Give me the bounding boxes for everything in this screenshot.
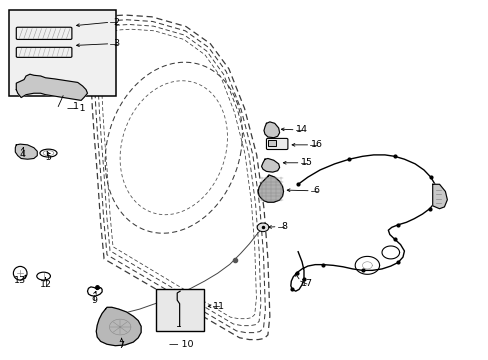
Text: 6: 6	[313, 186, 319, 195]
Text: — 1: — 1	[67, 104, 85, 113]
Text: 12: 12	[40, 280, 51, 289]
Bar	[267, 140, 275, 146]
Text: 17: 17	[300, 279, 312, 288]
Text: 11: 11	[213, 302, 224, 311]
Polygon shape	[432, 184, 447, 209]
Polygon shape	[15, 144, 37, 159]
Polygon shape	[261, 158, 279, 172]
Text: 8: 8	[281, 222, 287, 231]
Polygon shape	[96, 307, 141, 346]
Circle shape	[257, 223, 268, 231]
Bar	[156, 289, 203, 330]
Text: 5: 5	[45, 153, 51, 162]
Text: 9: 9	[91, 296, 97, 305]
Text: 15: 15	[300, 158, 312, 167]
Polygon shape	[16, 74, 87, 100]
Text: — 10: — 10	[168, 341, 193, 350]
Text: 7: 7	[119, 341, 124, 350]
Text: 16: 16	[310, 140, 322, 149]
Text: 4: 4	[20, 150, 25, 159]
Text: 2: 2	[114, 18, 120, 27]
Text: 3: 3	[113, 39, 120, 48]
FancyBboxPatch shape	[266, 138, 287, 149]
Polygon shape	[264, 122, 279, 138]
Text: 14: 14	[295, 125, 307, 134]
Polygon shape	[258, 175, 283, 202]
Text: 1: 1	[73, 102, 79, 111]
Text: 13: 13	[14, 276, 26, 285]
Bar	[9, 10, 116, 96]
